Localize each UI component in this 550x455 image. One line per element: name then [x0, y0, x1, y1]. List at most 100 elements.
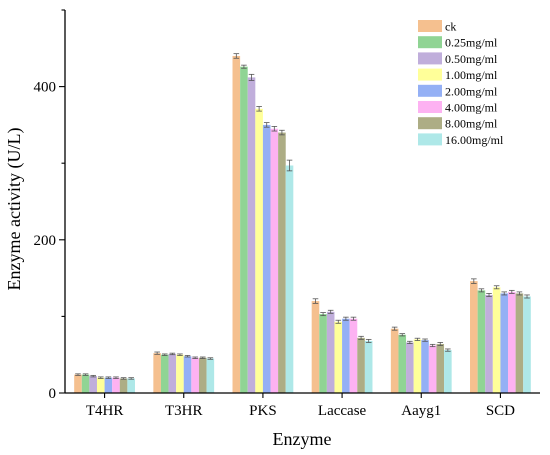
legend-item-1: 0.25mg/ml — [418, 36, 498, 50]
bar-t4hr-2 — [89, 376, 97, 393]
error-bar-t3hr-3 — [177, 353, 183, 356]
error-bar-laccase-7 — [365, 338, 372, 343]
error-bar-t3hr-0 — [154, 351, 160, 355]
bar-scd-1 — [477, 290, 486, 393]
bar-scd-7 — [523, 296, 531, 393]
legend-swatch — [418, 20, 442, 32]
error-bar-t4hr-0 — [75, 373, 81, 376]
error-bar-t4hr-7 — [128, 377, 134, 380]
error-bar-aayg1-0 — [391, 326, 398, 331]
error-bar-aayg1-5 — [429, 343, 436, 348]
bar-t3hr-5 — [191, 357, 199, 393]
error-bar-t4hr-5 — [113, 376, 119, 379]
legend-item-7: 16.00mg/ml — [418, 133, 504, 147]
bar-laccase-1 — [319, 314, 327, 393]
error-bar-pks-6 — [279, 129, 285, 136]
bar-aayg1-1 — [398, 334, 407, 393]
error-bar-pks-7 — [286, 159, 293, 172]
error-bar-scd-6 — [516, 291, 523, 296]
x-tick-label-t4hr: T4HR — [86, 403, 124, 419]
legend: ck 0.25mg/ml 0.50mg/ml 1.00mg/ml 2.00mg/ml 4.… — [418, 20, 504, 147]
error-bar-aayg1-7 — [445, 348, 451, 352]
error-bar-laccase-3 — [335, 319, 342, 324]
error-bar-t3hr-1 — [161, 353, 168, 356]
error-bar-aayg1-4 — [422, 338, 428, 342]
error-bar-t4hr-6 — [120, 377, 127, 380]
legend-label: 0.25mg/ml — [445, 36, 498, 50]
legend-item-6: 8.00mg/ml — [418, 117, 498, 131]
error-bar-laccase-2 — [327, 309, 334, 314]
bar-laccase-2 — [326, 311, 335, 393]
bar-t4hr-5 — [112, 377, 120, 393]
legend-label: 4.00mg/ml — [445, 101, 498, 115]
bar-laccase-6 — [357, 337, 365, 393]
legend-label: ck — [445, 20, 456, 34]
legend-swatch — [418, 36, 442, 49]
error-bar-t3hr-2 — [169, 352, 176, 356]
error-bar-scd-1 — [478, 288, 485, 293]
error-bar-scd-7 — [524, 294, 530, 299]
bar-scd-5 — [508, 291, 516, 393]
legend-item-4: 2.00mg/ml — [418, 84, 498, 98]
legend-swatch — [418, 52, 442, 65]
bar-pks-1 — [240, 66, 248, 394]
bar-t4hr-4 — [104, 377, 113, 393]
x-tick-label-laccase: Laccase — [318, 403, 367, 419]
bar-aayg1-0 — [390, 328, 399, 393]
bar-laccase-3 — [334, 321, 343, 393]
error-bar-t3hr-6 — [199, 356, 206, 359]
error-bar-t4hr-3 — [97, 376, 104, 379]
error-bar-pks-4 — [263, 122, 270, 128]
bar-laccase-0 — [311, 301, 320, 393]
bar-scd-6 — [515, 293, 524, 393]
bar-pks-7 — [285, 165, 294, 393]
error-bar-aayg1-2 — [407, 340, 413, 344]
x-tick-label-aayg1: Aayg1 — [401, 403, 441, 419]
bar-aayg1-6 — [436, 343, 445, 393]
error-bar-scd-2 — [486, 293, 492, 297]
legend-label: 0.50mg/ml — [445, 52, 498, 66]
x-tick-label-pks: PKS — [249, 403, 277, 419]
error-bar-laccase-0 — [312, 298, 319, 304]
error-bar-laccase-1 — [320, 312, 326, 317]
error-bar-scd-4 — [501, 291, 508, 296]
bar-scd-2 — [485, 294, 493, 393]
error-bar-t4hr-1 — [82, 373, 89, 376]
legend-item-2: 0.50mg/ml — [418, 52, 498, 66]
legend-item-0: ck — [418, 20, 456, 34]
error-bar-laccase-6 — [358, 335, 364, 340]
error-bar-pks-1 — [241, 64, 247, 69]
error-bar-aayg1-3 — [414, 337, 421, 341]
x-tick-label-scd: SCD — [486, 403, 515, 419]
bar-pks-6 — [278, 132, 286, 393]
bar-t4hr-6 — [119, 378, 128, 393]
bar-scd-0 — [470, 281, 478, 393]
error-bar-t3hr-5 — [192, 356, 198, 359]
legend-swatch — [418, 133, 442, 146]
bar-laccase-5 — [349, 318, 358, 393]
bar-t4hr-0 — [74, 374, 82, 393]
error-bar-laccase-4 — [343, 316, 349, 321]
y-tick-label: 200 — [34, 233, 57, 249]
bars-layer — [74, 53, 531, 394]
legend-label: 16.00mg/ml — [445, 133, 504, 147]
bar-t3hr-1 — [160, 354, 169, 393]
error-bar-aayg1-1 — [399, 333, 406, 337]
bar-pks-5 — [270, 128, 279, 394]
y-tick-label: 0 — [49, 386, 57, 402]
bar-t3hr-4 — [183, 356, 192, 393]
legend-label: 1.00mg/ml — [445, 68, 498, 82]
bar-t3hr-0 — [153, 353, 161, 393]
bar-t3hr-7 — [206, 358, 215, 393]
error-bar-pks-2 — [248, 73, 255, 81]
legend-swatch — [418, 84, 442, 97]
error-bar-scd-0 — [471, 278, 477, 284]
bar-t4hr-1 — [81, 374, 90, 393]
bar-laccase-7 — [364, 340, 373, 393]
legend-item-3: 1.00mg/ml — [418, 68, 498, 82]
error-bar-aayg1-6 — [437, 342, 444, 346]
legend-label: 2.00mg/ml — [445, 84, 498, 98]
bar-aayg1-4 — [421, 340, 429, 393]
error-bar-pks-0 — [233, 53, 240, 59]
bar-laccase-4 — [342, 318, 350, 393]
